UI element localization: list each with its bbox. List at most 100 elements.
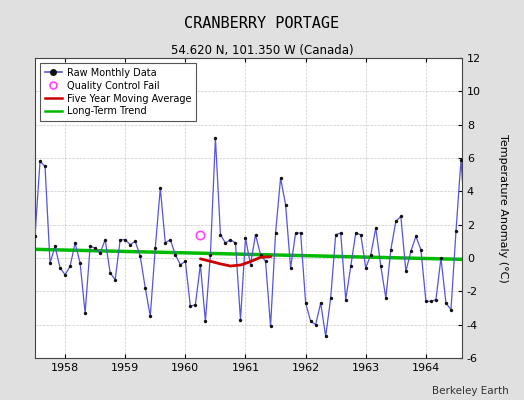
Point [116,236,124,243]
Point [362,265,370,271]
Point [46,260,54,266]
Point [492,252,500,258]
Point [336,230,345,236]
Point [226,236,235,243]
Point [131,238,139,244]
Point [422,298,430,304]
Point [417,246,425,253]
Point [161,240,169,246]
Point [121,236,129,243]
Point [141,285,149,291]
Point [427,298,435,304]
Point [81,310,89,316]
Text: CRANBERRY PORTAGE: CRANBERRY PORTAGE [184,16,340,31]
Point [346,263,355,270]
Point [171,252,180,258]
Point [291,230,300,236]
Point [31,233,39,240]
Point [96,250,104,256]
Point [66,263,74,270]
Point [372,225,380,231]
Point [381,295,390,301]
Point [432,296,440,303]
Point [507,235,515,241]
Point [487,258,495,264]
Point [181,258,190,264]
Point [101,236,110,243]
Point [191,302,200,308]
Point [367,252,375,258]
Point [297,230,305,236]
Point [387,246,395,253]
Point [482,243,490,250]
Point [61,272,69,278]
Text: Berkeley Earth: Berkeley Earth [432,386,508,396]
Point [391,218,400,224]
Point [437,255,445,261]
Point [246,262,255,268]
Point [86,243,94,250]
Point [332,232,340,238]
Point [326,295,335,301]
Point [352,230,360,236]
Point [216,232,225,238]
Point [457,156,465,163]
Point [462,230,470,236]
Point [281,202,290,208]
Point [402,268,410,274]
Point [41,163,49,170]
Point [236,316,245,323]
Point [276,175,285,181]
Point [256,252,265,258]
Point [477,236,485,243]
Point [301,300,310,306]
Point [397,213,405,220]
Point [51,243,59,250]
Point [412,233,420,240]
Point [467,242,475,248]
Point [136,253,145,260]
Point [241,235,249,241]
Point [111,276,119,283]
Point [211,135,220,141]
Point [151,245,159,251]
Point [186,303,194,310]
Point [452,228,460,234]
Point [497,256,505,263]
Point [36,158,44,164]
Point [126,242,135,248]
Point [407,248,415,254]
Point [447,306,455,313]
Y-axis label: Temperature Anomaly (°C): Temperature Anomaly (°C) [498,134,508,282]
Point [342,296,350,303]
Text: 54.620 N, 101.350 W (Canada): 54.620 N, 101.350 W (Canada) [171,44,353,57]
Point [201,318,210,324]
Point [156,185,165,191]
Point [176,262,184,268]
Point [91,245,100,251]
Point [271,230,280,236]
Point [311,322,320,328]
Point [146,313,155,320]
Point [322,333,330,340]
Point [231,240,239,246]
Point [502,238,510,244]
Point [71,240,79,246]
Point [266,323,275,330]
Point [377,263,385,270]
Point [307,318,315,324]
Point [206,252,215,258]
Point [196,262,204,268]
Point [261,258,270,264]
Legend: Raw Monthly Data, Quality Control Fail, Five Year Moving Average, Long-Term Tren: Raw Monthly Data, Quality Control Fail, … [40,63,196,121]
Point [442,300,450,306]
Point [472,228,480,234]
Point [356,232,365,238]
Point [287,265,295,271]
Point [252,232,260,238]
Point [76,260,84,266]
Point [316,300,325,306]
Point [166,236,174,243]
Point [221,240,230,246]
Point [106,270,114,276]
